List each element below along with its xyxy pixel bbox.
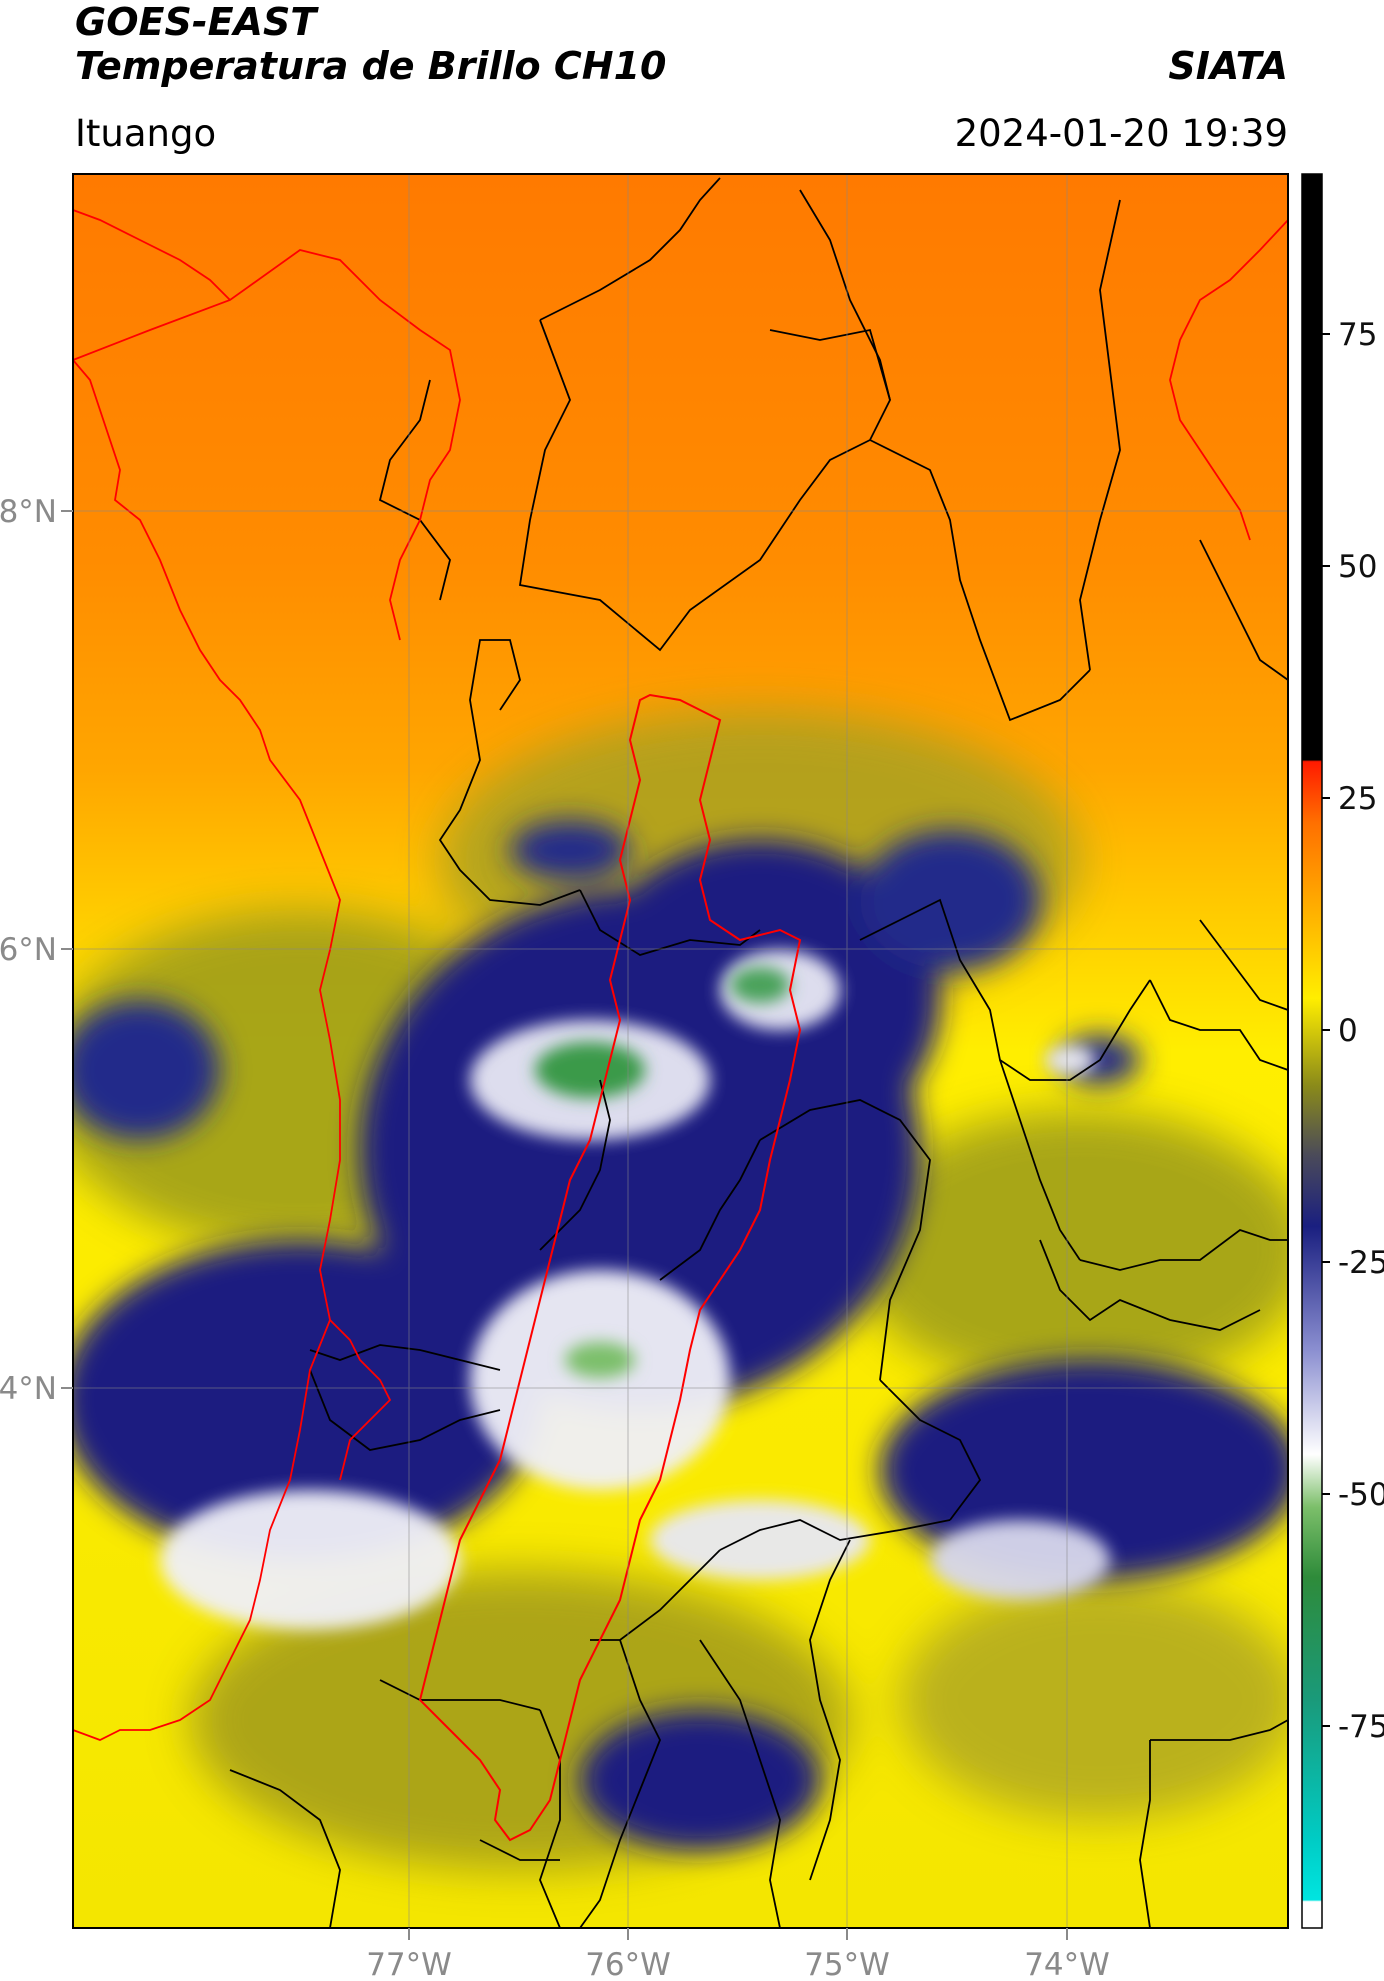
- lat-tick-label: 8°N: [0, 494, 57, 530]
- colorbar-label: -75: [1338, 1709, 1384, 1745]
- department-boundaries: [229, 177, 1288, 1928]
- axis-ticks: [61, 510, 1068, 1940]
- colorbar-label: 0: [1338, 1013, 1358, 1049]
- satellite-title: GOES-EAST: [75, 0, 317, 44]
- lat-tick-label: 4°N: [0, 1371, 57, 1407]
- colorbar: [1301, 173, 1323, 1929]
- lon-tick-label: 77°W: [366, 1947, 452, 1981]
- coastline: [73, 209, 1288, 1741]
- colorbar-label: -50: [1338, 1477, 1384, 1513]
- colorbar-ticks: [1322, 333, 1330, 1727]
- graticule: [73, 174, 1288, 1928]
- brightness-temperature-field: [73, 174, 1288, 1928]
- location-label: Ituango: [75, 112, 217, 155]
- colorbar-label: 75: [1338, 317, 1377, 353]
- colorbar-label: 25: [1338, 781, 1377, 817]
- colorbar-label: -25: [1338, 1245, 1384, 1281]
- lon-tick-label: 74°W: [1024, 1947, 1110, 1981]
- colorbar-label: 50: [1338, 549, 1377, 585]
- lon-tick-label: 75°W: [804, 1947, 890, 1981]
- brand-label: SIATA: [1168, 44, 1288, 88]
- product-title: Temperatura de Brillo CH10: [75, 44, 667, 88]
- map-frame: [72, 173, 1289, 1929]
- datetime-label: 2024-01-20 19:39: [954, 112, 1288, 155]
- antioquia-outline: [418, 693, 802, 1842]
- lat-tick-label: 6°N: [0, 932, 57, 968]
- lon-tick-label: 76°W: [585, 1947, 671, 1981]
